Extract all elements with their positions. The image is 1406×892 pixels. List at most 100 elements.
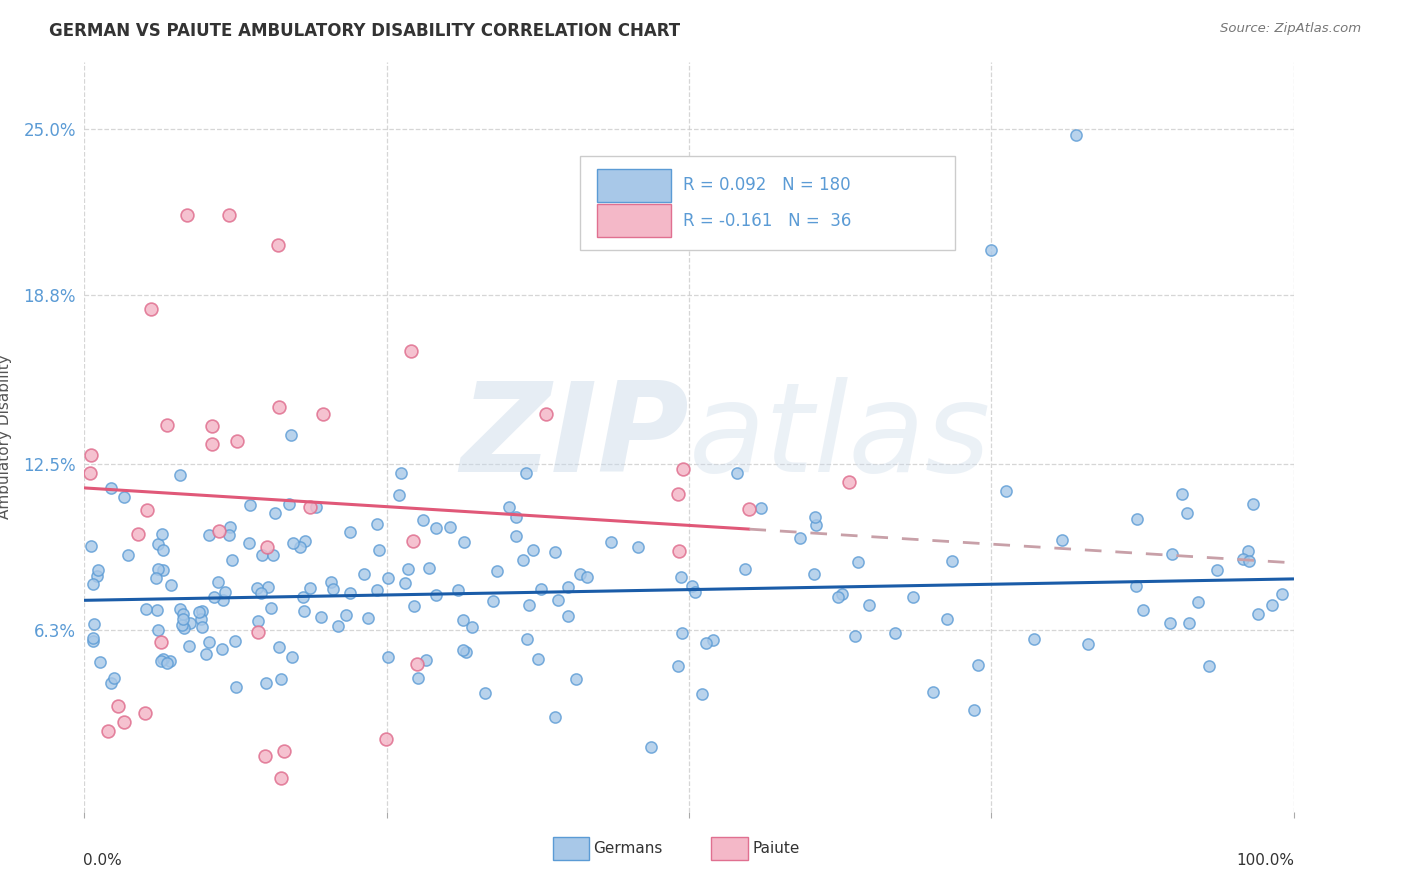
Point — [226, 434, 249, 449]
Point — [922, 685, 945, 699]
Point — [82, 631, 104, 645]
Point — [848, 555, 870, 569]
Point — [269, 401, 291, 415]
Point — [190, 612, 212, 626]
Point — [107, 699, 129, 714]
Point — [194, 647, 217, 661]
Point — [498, 500, 520, 515]
Point — [1024, 632, 1046, 646]
Text: R = -0.161   N =  36: R = -0.161 N = 36 — [683, 211, 851, 229]
Point — [512, 553, 534, 567]
Point — [402, 533, 425, 548]
Point — [734, 562, 756, 576]
FancyBboxPatch shape — [581, 156, 955, 250]
Point — [250, 549, 273, 563]
Point — [884, 626, 907, 640]
Point — [576, 570, 599, 584]
Point — [474, 686, 496, 700]
Point — [544, 545, 567, 559]
Point — [827, 590, 849, 604]
Point — [238, 536, 260, 550]
Point — [250, 586, 273, 600]
Point — [246, 624, 269, 639]
Point — [357, 611, 380, 625]
Point — [150, 654, 173, 668]
Point — [389, 466, 412, 480]
Point — [482, 593, 505, 607]
Point — [150, 527, 173, 541]
Point — [1237, 554, 1260, 568]
Point — [145, 572, 167, 586]
Point — [544, 710, 567, 724]
Point — [134, 601, 156, 615]
Point — [280, 428, 302, 442]
Point — [191, 604, 214, 618]
Point — [1076, 637, 1098, 651]
Point — [218, 528, 240, 542]
Point — [412, 513, 434, 527]
Point — [831, 587, 853, 601]
Point — [256, 540, 278, 554]
Point — [309, 610, 332, 624]
Point — [789, 531, 811, 545]
Point — [291, 590, 314, 604]
Point — [640, 739, 662, 754]
Point — [292, 604, 315, 618]
Point — [214, 585, 236, 599]
Point — [451, 643, 474, 657]
Point — [270, 673, 292, 687]
Point — [377, 649, 399, 664]
Point — [172, 611, 194, 625]
Text: ZIP: ZIP — [460, 376, 689, 498]
Point — [394, 576, 416, 591]
Point — [79, 466, 101, 480]
Point — [425, 588, 447, 602]
Point — [451, 613, 474, 627]
Point — [399, 344, 422, 359]
Point — [97, 723, 120, 738]
Point — [803, 567, 825, 582]
Point — [941, 554, 963, 568]
Point — [80, 448, 103, 462]
Point — [377, 571, 399, 585]
Point — [671, 462, 693, 476]
Point — [86, 569, 108, 583]
Point — [368, 543, 391, 558]
Point — [172, 607, 194, 621]
Point — [522, 543, 544, 558]
Text: Germans: Germans — [593, 841, 662, 855]
FancyBboxPatch shape — [598, 169, 671, 202]
Point — [239, 498, 262, 512]
Point — [159, 654, 181, 668]
Point — [626, 540, 648, 554]
Point — [681, 579, 703, 593]
Point — [221, 552, 243, 566]
Point — [173, 621, 195, 635]
Point — [321, 575, 343, 590]
Point — [312, 408, 335, 422]
Point — [1132, 603, 1154, 617]
Point — [170, 617, 193, 632]
Point — [191, 619, 214, 633]
Point — [557, 609, 579, 624]
Point — [569, 567, 592, 582]
Point — [197, 528, 219, 542]
Point — [486, 564, 509, 578]
Point — [980, 243, 1002, 257]
Point — [1247, 607, 1270, 621]
Point — [148, 536, 170, 550]
Text: 100.0%: 100.0% — [1237, 853, 1295, 868]
Point — [406, 671, 429, 685]
Point — [669, 570, 692, 584]
Point — [1170, 487, 1192, 501]
Point — [218, 208, 240, 222]
Point — [425, 521, 447, 535]
Point — [149, 634, 172, 648]
Point — [273, 744, 295, 758]
Point — [967, 657, 990, 672]
Point — [260, 601, 283, 615]
Point — [666, 486, 689, 500]
Point — [335, 608, 357, 623]
Point — [536, 407, 558, 421]
Point — [148, 562, 170, 576]
